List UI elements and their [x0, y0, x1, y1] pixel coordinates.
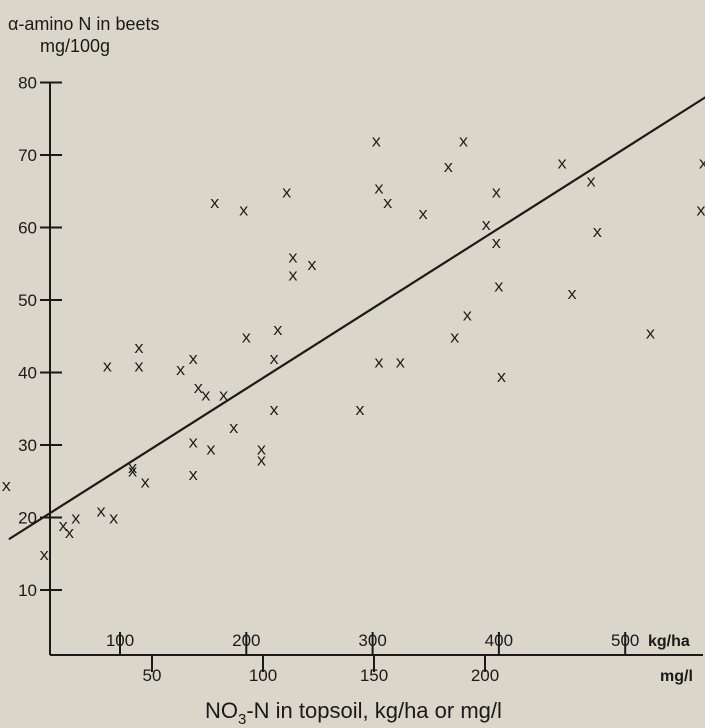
data-point: x: [698, 155, 705, 174]
data-point: x: [491, 235, 501, 254]
y-tick-label: 50: [18, 291, 37, 310]
regression-line: [8, 96, 705, 541]
x-axis-kg-ha-ticks: 100 200 300 400 500 kg/ha: [106, 631, 690, 655]
y-tick-label: 10: [18, 581, 37, 600]
x-kg-unit-label: kg/ha: [648, 633, 690, 650]
data-point: x: [39, 547, 49, 566]
data-point: x: [206, 442, 216, 461]
data-point: x: [586, 173, 596, 192]
data-point: x: [395, 355, 405, 374]
x-axis-title-part-2: -N in topsoil, kg/ha or mg/l: [246, 698, 502, 723]
y-axis-title-line-1: α-amino N in beets: [8, 14, 159, 34]
y-tick-label: 70: [18, 146, 37, 165]
data-point: x: [418, 206, 428, 225]
data-point: x: [383, 195, 393, 214]
y-tick-label: 40: [18, 364, 37, 383]
data-point: x: [140, 474, 150, 493]
data-point: x: [218, 387, 228, 406]
x-axis-mg-l-ticks: 50 100 150 200 mg/l: [143, 655, 693, 685]
data-point: x: [193, 380, 203, 399]
data-point: x: [269, 351, 279, 370]
data-point: x: [496, 369, 506, 388]
data-point: x: [443, 159, 453, 178]
data-point: x: [71, 511, 81, 530]
data-point: x: [592, 224, 602, 243]
data-point: x: [462, 308, 472, 327]
data-point: x: [188, 434, 198, 453]
data-point: x: [58, 518, 68, 537]
x-mg-tick-label: 100: [249, 666, 277, 685]
y-axis-ticks: 10 20 30 40 50 60 70 80: [18, 74, 62, 600]
data-point: x: [491, 184, 501, 203]
data-point: x: [374, 355, 384, 374]
data-point: x: [128, 460, 138, 479]
data-point: x: [201, 387, 211, 406]
data-point: x: [239, 202, 249, 221]
y-axis-title-line-2: mg/100g: [40, 36, 110, 56]
data-point: x: [256, 442, 266, 461]
data-point: x: [1, 478, 11, 497]
data-point: x: [188, 467, 198, 486]
data-point: x: [557, 155, 567, 174]
data-point: x: [229, 420, 239, 439]
data-point: x: [307, 257, 317, 276]
x-mg-tick-label: 150: [360, 666, 388, 685]
data-point: x: [458, 134, 468, 153]
data-point: x: [288, 268, 298, 287]
x-mg-tick-label: 50: [143, 666, 162, 685]
x-axis-title-subscript: 3: [238, 711, 246, 728]
data-point: x: [134, 358, 144, 377]
regression-line-layer: [8, 96, 705, 541]
x-axis-title-part-1: NO: [205, 698, 238, 723]
x-axis-title: NO3-N in topsoil, kg/ha or mg/l: [205, 698, 502, 728]
y-axis-title: α-amino N in beets mg/100g: [8, 14, 159, 56]
data-point: x: [176, 362, 186, 381]
data-point: x: [696, 202, 705, 221]
data-point: x: [241, 329, 251, 348]
x-kg-tick-label: 100: [106, 631, 134, 650]
data-point: x: [210, 195, 220, 214]
data-point: x: [355, 402, 365, 421]
data-point: x: [567, 286, 577, 305]
data-point: x: [134, 340, 144, 359]
data-point: x: [288, 250, 298, 269]
y-tick-label: 80: [18, 74, 37, 93]
x-kg-tick-label: 200: [232, 631, 260, 650]
x-mg-tick-label: 200: [471, 666, 499, 685]
data-point: x: [494, 279, 504, 298]
data-point: x: [109, 511, 119, 530]
data-point: x: [273, 322, 283, 341]
data-point: x: [371, 134, 381, 153]
x-kg-tick-label: 400: [485, 631, 513, 650]
data-point: x: [374, 181, 384, 200]
data-point: x: [64, 525, 74, 544]
data-point: x: [256, 453, 266, 472]
y-tick-label: 60: [18, 219, 37, 238]
data-point: x: [96, 503, 106, 522]
data-point: x: [645, 326, 655, 345]
data-point: x: [128, 463, 138, 482]
data-point: x: [481, 217, 491, 236]
x-kg-tick-label: 500: [611, 631, 639, 650]
x-mg-unit-label: mg/l: [660, 668, 693, 685]
y-tick-label: 20: [18, 509, 37, 528]
data-point: x: [188, 351, 198, 370]
y-tick-label: 30: [18, 436, 37, 455]
data-point: x: [102, 358, 112, 377]
axes: [49, 82, 703, 656]
data-point: x: [450, 329, 460, 348]
data-point: x: [282, 184, 292, 203]
x-kg-tick-label: 300: [358, 631, 386, 650]
data-point: x: [269, 402, 279, 421]
